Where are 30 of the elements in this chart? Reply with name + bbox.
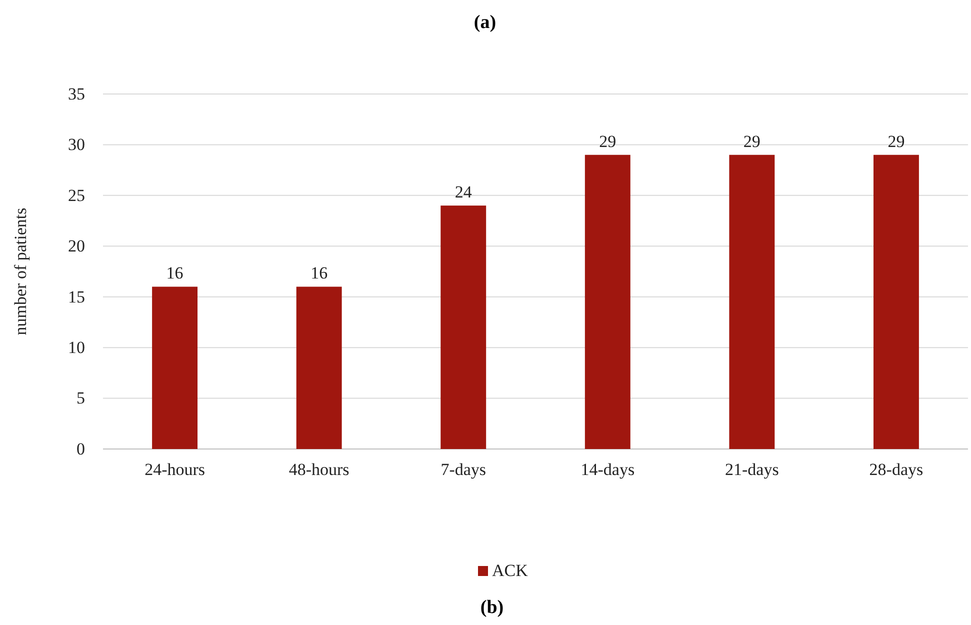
data-label: 29 [743,132,760,151]
data-label: 16 [166,264,184,283]
x-tick-label: 28-days [869,460,924,480]
y-tick-label: 15 [68,287,85,306]
legend-label: ACK [492,561,529,580]
y-axis-title: number of patients [11,208,30,336]
bar [729,154,775,449]
y-tick-label: 0 [76,439,85,458]
y-tick-label: 35 [68,84,85,104]
x-tick-label: 21-days [725,460,779,480]
bar [873,154,919,449]
y-tick-label: 20 [68,236,85,256]
x-tick-label: 48-hours [288,460,350,480]
y-tick-label: 30 [68,135,85,154]
data-label: 16 [310,264,328,283]
x-tick-label: 24-hours [144,460,206,480]
bar [440,206,486,449]
data-label: 29 [599,132,616,151]
bar [584,154,630,449]
data-label: 29 [888,132,905,151]
data-label: 24 [454,182,472,202]
y-tick-label: 5 [76,388,85,408]
y-tick-label: 25 [68,186,85,205]
x-tick-label: 14-days [580,460,635,480]
chart-title: (a) [474,12,496,33]
x-tick-label: 7-days [440,460,486,480]
bar [152,286,198,449]
y-tick-label: 10 [68,338,85,358]
text: (b) [480,597,504,618]
bar [296,286,342,449]
